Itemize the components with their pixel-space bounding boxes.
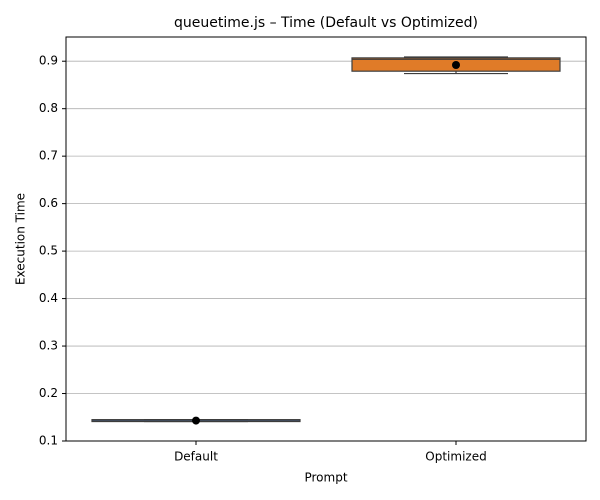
y-tick-label: 0.8 <box>39 101 58 115</box>
y-axis-label: Execution Time <box>14 193 28 285</box>
x-tick-label: Default <box>174 450 218 464</box>
x-tick-label: Optimized <box>425 450 486 464</box>
x-axis-label: Prompt <box>304 471 347 485</box>
y-tick-label: 0.4 <box>39 291 58 305</box>
plot-frame <box>65 36 587 442</box>
y-tick-label: 0.5 <box>39 244 58 258</box>
y-tick-label: 0.1 <box>39 434 58 448</box>
y-tick-label: 0.3 <box>39 339 58 353</box>
mean-marker <box>452 61 460 70</box>
mean-marker <box>192 416 200 425</box>
y-tick-label: 0.7 <box>39 149 58 163</box>
chart-title: queuetime.js – Time (Default vs Optimize… <box>174 15 478 31</box>
y-tick-label: 0.2 <box>39 386 58 400</box>
y-tick-label: 0.6 <box>39 196 58 210</box>
y-tick-label: 0.9 <box>39 54 58 68</box>
